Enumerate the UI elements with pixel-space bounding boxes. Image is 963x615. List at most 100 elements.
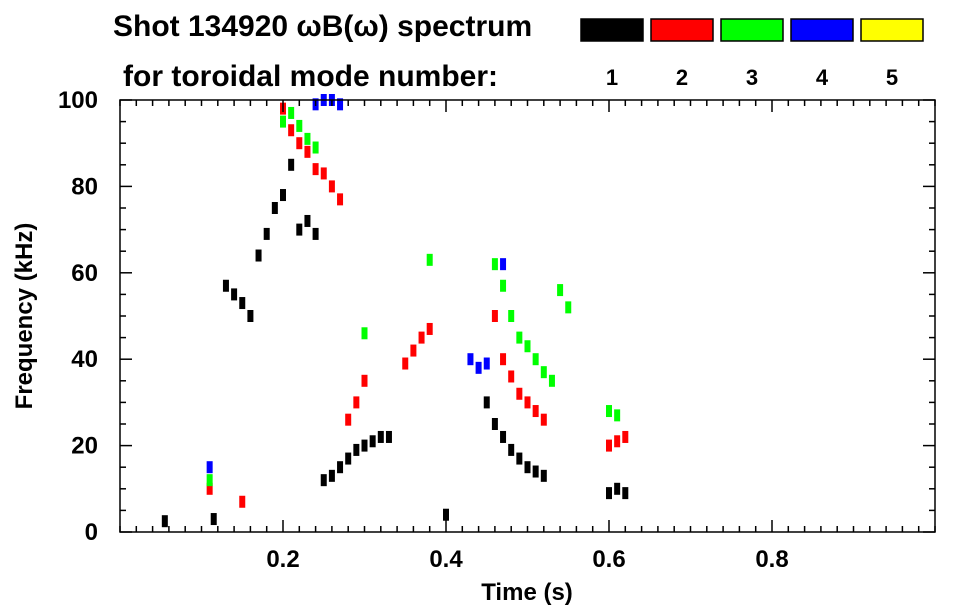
y-tick-label: 40 (71, 346, 98, 373)
data-point-n3 (500, 279, 507, 292)
data-point-n4 (337, 98, 344, 111)
data-point-n1 (210, 513, 217, 526)
data-point-n2 (353, 396, 360, 409)
data-point-n4 (467, 353, 474, 366)
data-point-n1 (239, 297, 246, 310)
data-point-n3 (296, 119, 303, 132)
data-point-n2 (540, 413, 547, 426)
data-point-n1 (320, 474, 327, 487)
series-3 (206, 106, 621, 487)
data-point-n3 (532, 353, 539, 366)
data-point-n2 (312, 163, 319, 176)
data-point-n1 (296, 223, 303, 236)
legend-swatch-5 (860, 18, 924, 42)
data-point-n4 (500, 258, 507, 271)
data-point-n1 (345, 452, 352, 465)
data-point-n2 (345, 413, 352, 426)
data-point-n3 (548, 374, 555, 387)
data-point-n3 (524, 340, 531, 353)
data-point-n2 (296, 137, 303, 150)
data-point-n1 (532, 465, 539, 478)
x-axis-label: Time (s) (481, 579, 573, 606)
data-point-n1 (516, 452, 523, 465)
data-point-n2 (361, 374, 368, 387)
data-point-n2 (288, 124, 295, 137)
data-point-n3 (565, 301, 572, 314)
y-tick-label: 60 (71, 260, 98, 287)
legend-swatch-4 (790, 18, 854, 42)
data-point-n1 (606, 487, 612, 500)
chart-subtitle: for toroidal mode number: (123, 60, 498, 93)
data-point-n4 (475, 361, 482, 374)
data-point-n1 (312, 227, 319, 240)
data-point-n1 (524, 461, 531, 474)
data-point-n1 (353, 443, 360, 456)
data-point-n2 (410, 344, 417, 357)
data-point-n2 (606, 439, 612, 452)
data-point-n1 (483, 396, 490, 409)
data-point-n1 (369, 435, 376, 448)
data-point-n3 (288, 106, 295, 119)
x-tick-label: 0.4 (429, 546, 463, 573)
data-point-n3 (516, 331, 523, 344)
data-point-n2 (239, 495, 246, 508)
data-point-n4 (483, 357, 490, 370)
data-point-n1 (337, 461, 344, 474)
data-point-n1 (280, 189, 286, 202)
data-point-n3 (304, 132, 311, 145)
data-point-n3 (508, 310, 515, 322)
data-point-n1 (361, 439, 368, 452)
data-point-n3 (206, 474, 213, 487)
series-4 (206, 94, 507, 474)
data-point-n4 (206, 461, 213, 474)
y-tick-label: 0 (85, 519, 98, 546)
data-point-n2 (508, 370, 515, 383)
data-point-n2 (426, 322, 433, 335)
data-point-n3 (606, 405, 612, 418)
data-point-n3 (491, 258, 498, 271)
legend-label-1: 1 (606, 65, 618, 90)
data-point-n1 (385, 430, 392, 443)
legend-label-2: 2 (676, 65, 688, 90)
legend-label-3: 3 (746, 65, 758, 90)
plot-area: 0 20 40 60 80 100 0.2 0.4 0.6 0.8 (58, 87, 936, 573)
legend-swatch-1 (580, 18, 644, 42)
data-point-n1 (491, 418, 498, 430)
legend-swatch-3 (720, 18, 784, 42)
y-axis-label: Frequency (kHz) (11, 223, 38, 410)
data-point-n3 (614, 409, 621, 422)
legend-label-5: 5 (886, 65, 898, 90)
data-point-n1 (255, 249, 262, 262)
data-point-n2 (500, 353, 507, 366)
data-marks (161, 94, 629, 528)
data-point-n1 (622, 487, 629, 500)
data-point-n1 (377, 430, 384, 443)
data-point-n1 (271, 202, 278, 214)
x-tick-label: 0.6 (592, 546, 625, 573)
chart-title: Shot 134920 ωB(ω) spectrum (113, 10, 532, 43)
y-tick-label: 80 (71, 173, 98, 200)
data-point-n1 (263, 227, 270, 240)
data-point-n2 (532, 405, 539, 418)
data-point-n2 (206, 482, 213, 495)
data-point-n2 (614, 435, 621, 448)
data-point-n1 (288, 158, 295, 171)
y-tick-label: 100 (58, 87, 98, 114)
data-point-n2 (622, 430, 629, 443)
data-point-n2 (304, 145, 311, 158)
data-point-n2 (516, 387, 523, 400)
data-point-n1 (500, 430, 507, 443)
data-point-n1 (508, 443, 515, 456)
axes: 0 20 40 60 80 100 0.2 0.4 0.6 0.8 (58, 87, 936, 573)
x-tick-label: 0.8 (755, 546, 788, 573)
data-point-n3 (426, 253, 433, 266)
data-point-n1 (540, 469, 547, 482)
data-point-n2 (402, 357, 409, 370)
data-point-n1 (231, 288, 238, 301)
data-point-n1 (222, 279, 229, 292)
series-2 (206, 102, 629, 508)
data-point-n1 (443, 508, 449, 521)
data-point-n2 (418, 331, 425, 344)
data-point-n3 (361, 327, 368, 340)
